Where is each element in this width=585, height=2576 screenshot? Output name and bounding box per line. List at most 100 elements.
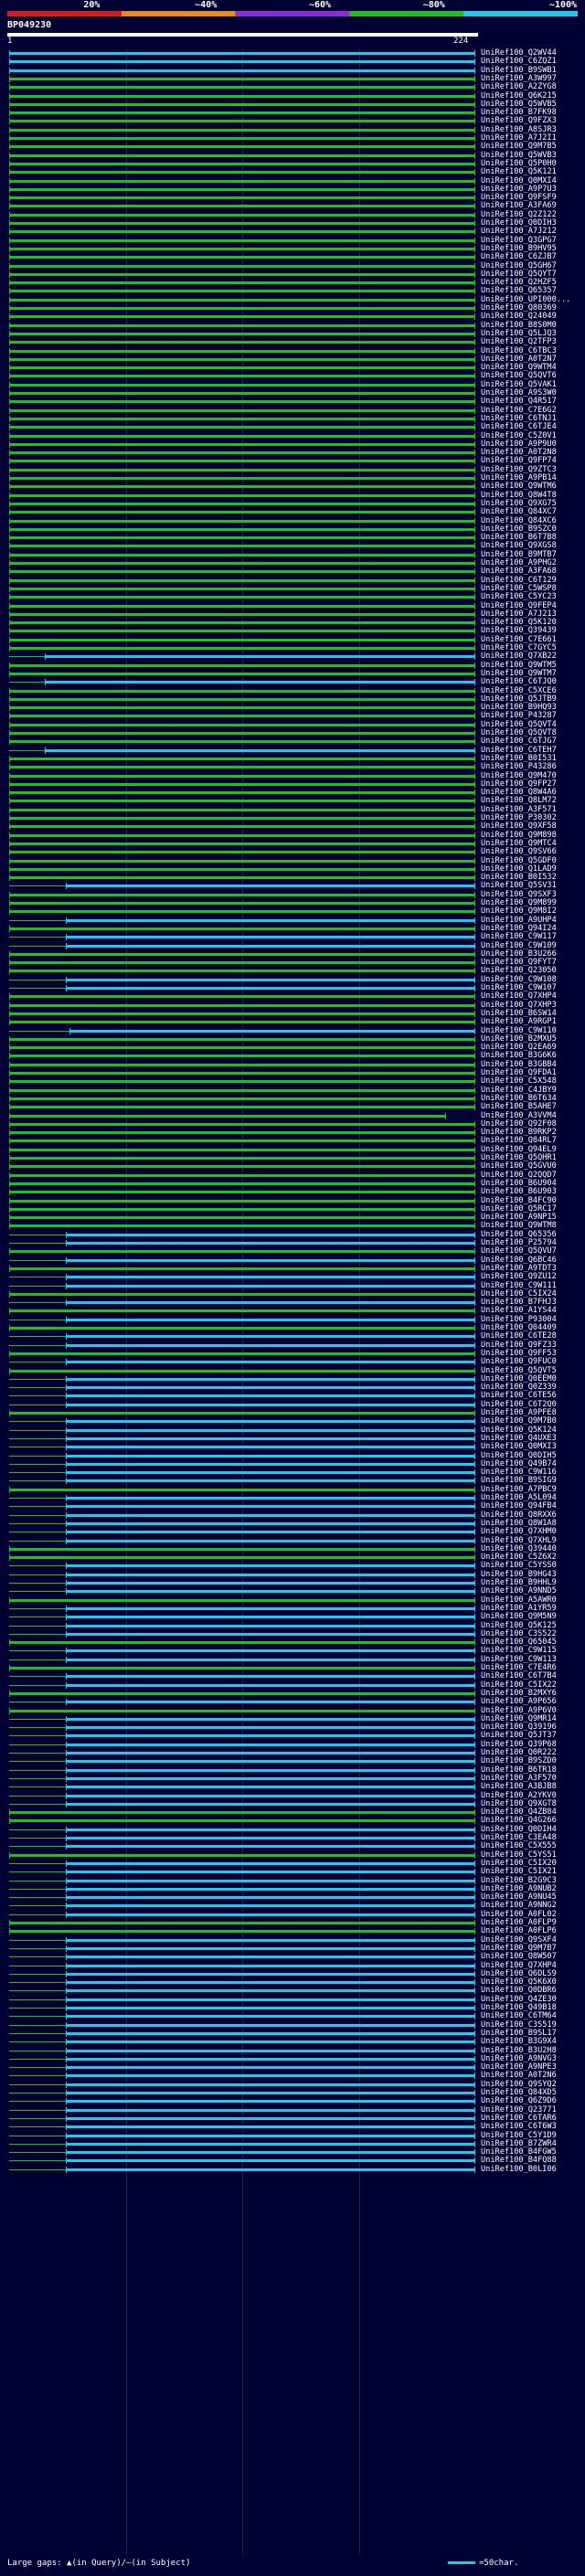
- alignment-row[interactable]: UniRef100_C6TAR6: [0, 2114, 585, 2123]
- alignment-row[interactable]: UniRef100_B9SWB1: [0, 66, 585, 75]
- subject-id-link[interactable]: UniRef100_Q5QHR1: [481, 1153, 557, 1162]
- alignment-row[interactable]: UniRef100_A9NP15: [0, 1213, 585, 1222]
- subject-id-link[interactable]: UniRef100_A7J2I1: [481, 133, 557, 143]
- alignment-bar[interactable]: [65, 1904, 475, 1908]
- alignment-bar[interactable]: [65, 2007, 475, 2009]
- alignment-bar[interactable]: [9, 281, 475, 285]
- alignment-bar[interactable]: [9, 408, 475, 412]
- subject-id-link[interactable]: UniRef100_Q5GH67: [481, 260, 557, 270]
- subject-id-link[interactable]: UniRef100_Q65357: [481, 286, 557, 296]
- alignment-row[interactable]: UniRef100_Q2QQD7: [0, 1171, 585, 1180]
- subject-id-link[interactable]: UniRef100_Q39439: [481, 626, 557, 636]
- alignment-bar[interactable]: [9, 69, 475, 72]
- subject-id-link[interactable]: UniRef100_Q5GVU0: [481, 1161, 557, 1171]
- subject-id-link[interactable]: UniRef100_B3G6K6: [481, 1051, 557, 1061]
- alignment-bar[interactable]: [9, 527, 475, 531]
- alignment-row[interactable]: UniRef100_Q0MXI3: [0, 1442, 585, 1451]
- alignment-row[interactable]: UniRef100_Q6BC46: [0, 1256, 585, 1265]
- alignment-row[interactable]: UniRef100_Q8W507: [0, 1952, 585, 1962]
- alignment-row[interactable]: UniRef100_Q9XG75: [0, 499, 585, 508]
- subject-id-link[interactable]: UniRef100_Q5QVT4: [481, 719, 557, 729]
- subject-id-link[interactable]: UniRef100_Q2TFP3: [481, 337, 557, 347]
- alignment-bar[interactable]: [9, 145, 475, 149]
- subject-id-link[interactable]: UniRef100_C7E6G2: [481, 405, 557, 415]
- alignment-bar[interactable]: [9, 341, 475, 345]
- alignment-row[interactable]: UniRef100_C5YSS0: [0, 1562, 585, 1570]
- alignment-bar[interactable]: [65, 1386, 475, 1390]
- subject-id-link[interactable]: UniRef100_B9RKP2: [481, 1128, 557, 1138]
- alignment-bar[interactable]: [65, 1471, 475, 1475]
- subject-id-link[interactable]: UniRef100_A9UHP4: [481, 915, 557, 925]
- alignment-bar[interactable]: [9, 1173, 475, 1177]
- alignment-row[interactable]: UniRef100_Q5QVT5: [0, 1366, 585, 1375]
- alignment-bar[interactable]: [9, 60, 475, 64]
- alignment-bar[interactable]: [9, 1199, 475, 1203]
- alignment-row[interactable]: UniRef100_Q84XD5: [0, 2088, 585, 2097]
- subject-id-link[interactable]: UniRef100_B2G9C3: [481, 1875, 557, 1885]
- alignment-bar[interactable]: [9, 672, 475, 675]
- subject-id-link[interactable]: UniRef100_P25794: [481, 1238, 557, 1247]
- subject-id-link[interactable]: UniRef100_Q8W507: [481, 1952, 557, 1962]
- subject-id-link[interactable]: UniRef100_C6T129: [481, 575, 557, 585]
- alignment-bar[interactable]: [9, 1003, 475, 1007]
- alignment-bar[interactable]: [65, 1972, 475, 1976]
- alignment-bar[interactable]: [65, 1701, 475, 1704]
- subject-id-link[interactable]: UniRef100_Q6DLS9: [481, 1968, 557, 1978]
- alignment-bar[interactable]: [65, 2049, 475, 2052]
- alignment-bar[interactable]: [65, 2083, 475, 2086]
- alignment-row[interactable]: UniRef100_C7GYC5: [0, 643, 585, 652]
- subject-id-link[interactable]: UniRef100_Q6K215: [481, 90, 557, 101]
- subject-id-link[interactable]: UniRef100_C6ZQZ1: [481, 57, 557, 67]
- subject-id-link[interactable]: UniRef100_Q9SYQ2: [481, 2079, 557, 2089]
- alignment-row[interactable]: UniRef100_Q39196: [0, 1723, 585, 1732]
- alignment-bar[interactable]: [9, 1488, 475, 1491]
- alignment-bar[interactable]: [9, 876, 475, 880]
- alignment-row[interactable]: UniRef100_Q1LAD9: [0, 864, 585, 874]
- subject-id-link[interactable]: UniRef100_Q9MR14: [481, 1713, 557, 1723]
- alignment-row[interactable]: UniRef100_Q8W4A6: [0, 788, 585, 797]
- subject-id-link[interactable]: UniRef100_C5Y1D9: [481, 2130, 557, 2140]
- alignment-row[interactable]: UniRef100_A3W997: [0, 74, 585, 83]
- alignment-bar[interactable]: [9, 298, 475, 302]
- alignment-bar[interactable]: [65, 2125, 475, 2129]
- subject-id-link[interactable]: UniRef100_C6TM64: [481, 2011, 557, 2021]
- subject-id-link[interactable]: UniRef100_Q4UXE3: [481, 1433, 557, 1443]
- alignment-bar[interactable]: [9, 732, 475, 735]
- subject-id-link[interactable]: UniRef100_Q5QVT6: [481, 371, 557, 381]
- subject-id-link[interactable]: UniRef100_C6ZJB7: [481, 252, 557, 262]
- alignment-bar[interactable]: [65, 1361, 475, 1364]
- subject-id-link[interactable]: UniRef100_Q5SV31: [481, 881, 557, 891]
- alignment-row[interactable]: UniRef100_B2MXU5: [0, 1034, 585, 1044]
- alignment-row[interactable]: UniRef100_A9NNG2: [0, 1902, 585, 1910]
- subject-id-link[interactable]: UniRef100_B6SW14: [481, 1008, 557, 1018]
- alignment-row[interactable]: UniRef100_Q6Z9D6: [0, 2096, 585, 2105]
- alignment-row[interactable]: UniRef100_B4FC90: [0, 1196, 585, 1205]
- alignment-bar[interactable]: [65, 1981, 475, 1985]
- alignment-row[interactable]: UniRef100_Q5QHR1: [0, 1153, 585, 1162]
- subject-id-link[interactable]: UniRef100_C6T2Q0: [481, 1399, 557, 1409]
- subject-id-link[interactable]: UniRef100_Q9FP27: [481, 779, 557, 789]
- subject-id-link[interactable]: UniRef100_Q4ZB84: [481, 1807, 557, 1818]
- alignment-row[interactable]: UniRef100_Q04409: [0, 1323, 585, 1332]
- subject-id-link[interactable]: UniRef100_A0T2N6: [481, 2071, 557, 2081]
- alignment-bar[interactable]: [9, 128, 475, 132]
- subject-id-link[interactable]: UniRef100_Q2WV44: [481, 48, 557, 58]
- alignment-bar[interactable]: [9, 1267, 475, 1270]
- subject-id-link[interactable]: UniRef100_Q5JTB9: [481, 694, 557, 704]
- alignment-row[interactable]: UniRef100_B6T7B8: [0, 533, 585, 542]
- alignment-row[interactable]: UniRef100_B3GBB4: [0, 1060, 585, 1069]
- alignment-bar[interactable]: [9, 1641, 475, 1645]
- alignment-bar[interactable]: [9, 825, 475, 829]
- subject-id-link[interactable]: UniRef100_B8S0M0: [481, 320, 557, 330]
- subject-id-link[interactable]: UniRef100_Q0EEM0: [481, 1373, 557, 1383]
- alignment-bar[interactable]: [65, 2168, 475, 2171]
- alignment-row[interactable]: UniRef100_A9P656: [0, 1697, 585, 1706]
- alignment-bar[interactable]: [9, 1598, 475, 1602]
- subject-id-link[interactable]: UniRef100_Q5K125: [481, 1620, 557, 1630]
- subject-id-link[interactable]: UniRef100_A9NUB2: [481, 1883, 557, 1893]
- subject-id-link[interactable]: UniRef100_Q9FUC0: [481, 1357, 557, 1367]
- subject-id-link[interactable]: UniRef100_Q5QVT8: [481, 728, 557, 737]
- alignment-bar[interactable]: [9, 1122, 475, 1126]
- subject-id-link[interactable]: UniRef100_B0I532: [481, 873, 557, 883]
- subject-id-link[interactable]: UniRef100_Q9FZX3: [481, 116, 557, 126]
